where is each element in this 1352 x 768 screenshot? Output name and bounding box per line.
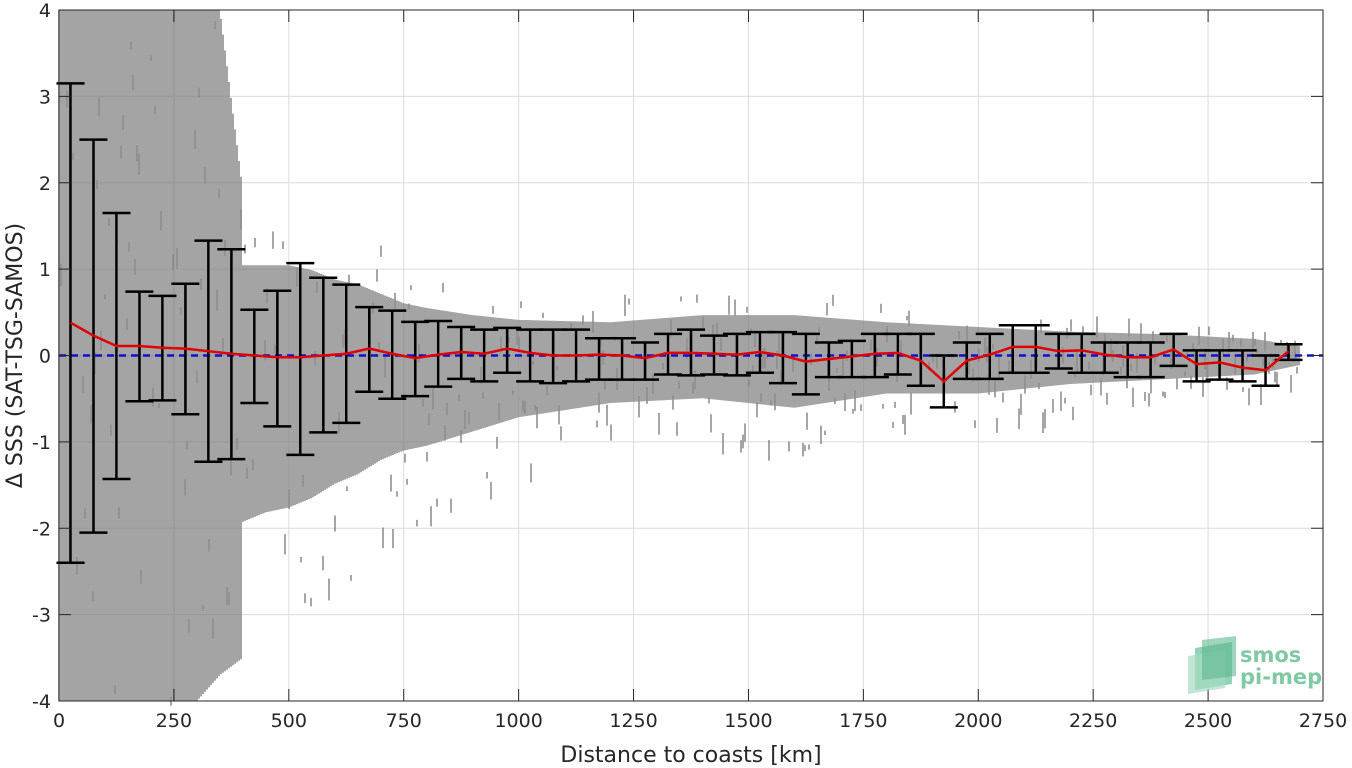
y-tick-label: -1 (32, 432, 51, 454)
y-tick-label: 0 (39, 346, 51, 368)
x-tick-label: 1250 (609, 710, 657, 732)
mean-line (69, 321, 1290, 384)
scatter-points (58, 10, 1300, 706)
x-tick-label: 2000 (954, 710, 1002, 732)
y-tick-label: 2 (39, 173, 51, 195)
x-tick-label: 2500 (1184, 710, 1232, 732)
y-tick-label: 4 (39, 0, 51, 22)
y-tick-label: 3 (39, 86, 51, 108)
x-axis-ticks: 0 250 500 750 1000 1250 1500 1750 2000 2250 2500 27… (53, 10, 1347, 732)
x-tick-label: 0 (53, 710, 65, 732)
smos-pi-mep-logo: smos pi-mep (1188, 636, 1322, 694)
logo-cube-icon (1188, 636, 1236, 694)
x-tick-label: 2750 (1299, 710, 1347, 732)
x-tick-label: 750 (386, 710, 422, 732)
logo-text-line1: smos (1240, 643, 1301, 667)
y-tick-label: -2 (32, 518, 51, 540)
y-tick-label: 1 (39, 259, 51, 281)
x-tick-label: 500 (271, 710, 307, 732)
x-tick-label: 250 (156, 710, 192, 732)
y-tick-label: -3 (32, 605, 51, 627)
y-axis-ticks: -4 -3 -2 -1 0 1 2 3 4 (32, 0, 1323, 713)
x-tick-label: 1000 (494, 710, 542, 732)
x-tick-label: 1750 (839, 710, 887, 732)
x-tick-label: 2250 (1069, 710, 1117, 732)
y-tick-label: -4 (32, 691, 51, 713)
logo-text-line2: pi-mep (1240, 665, 1322, 689)
y-axis-title: Δ SSS (SAT-TSG-SAMOS) (3, 223, 28, 488)
x-tick-label: 1500 (724, 710, 772, 732)
x-axis-title: Distance to coasts [km] (560, 743, 821, 768)
